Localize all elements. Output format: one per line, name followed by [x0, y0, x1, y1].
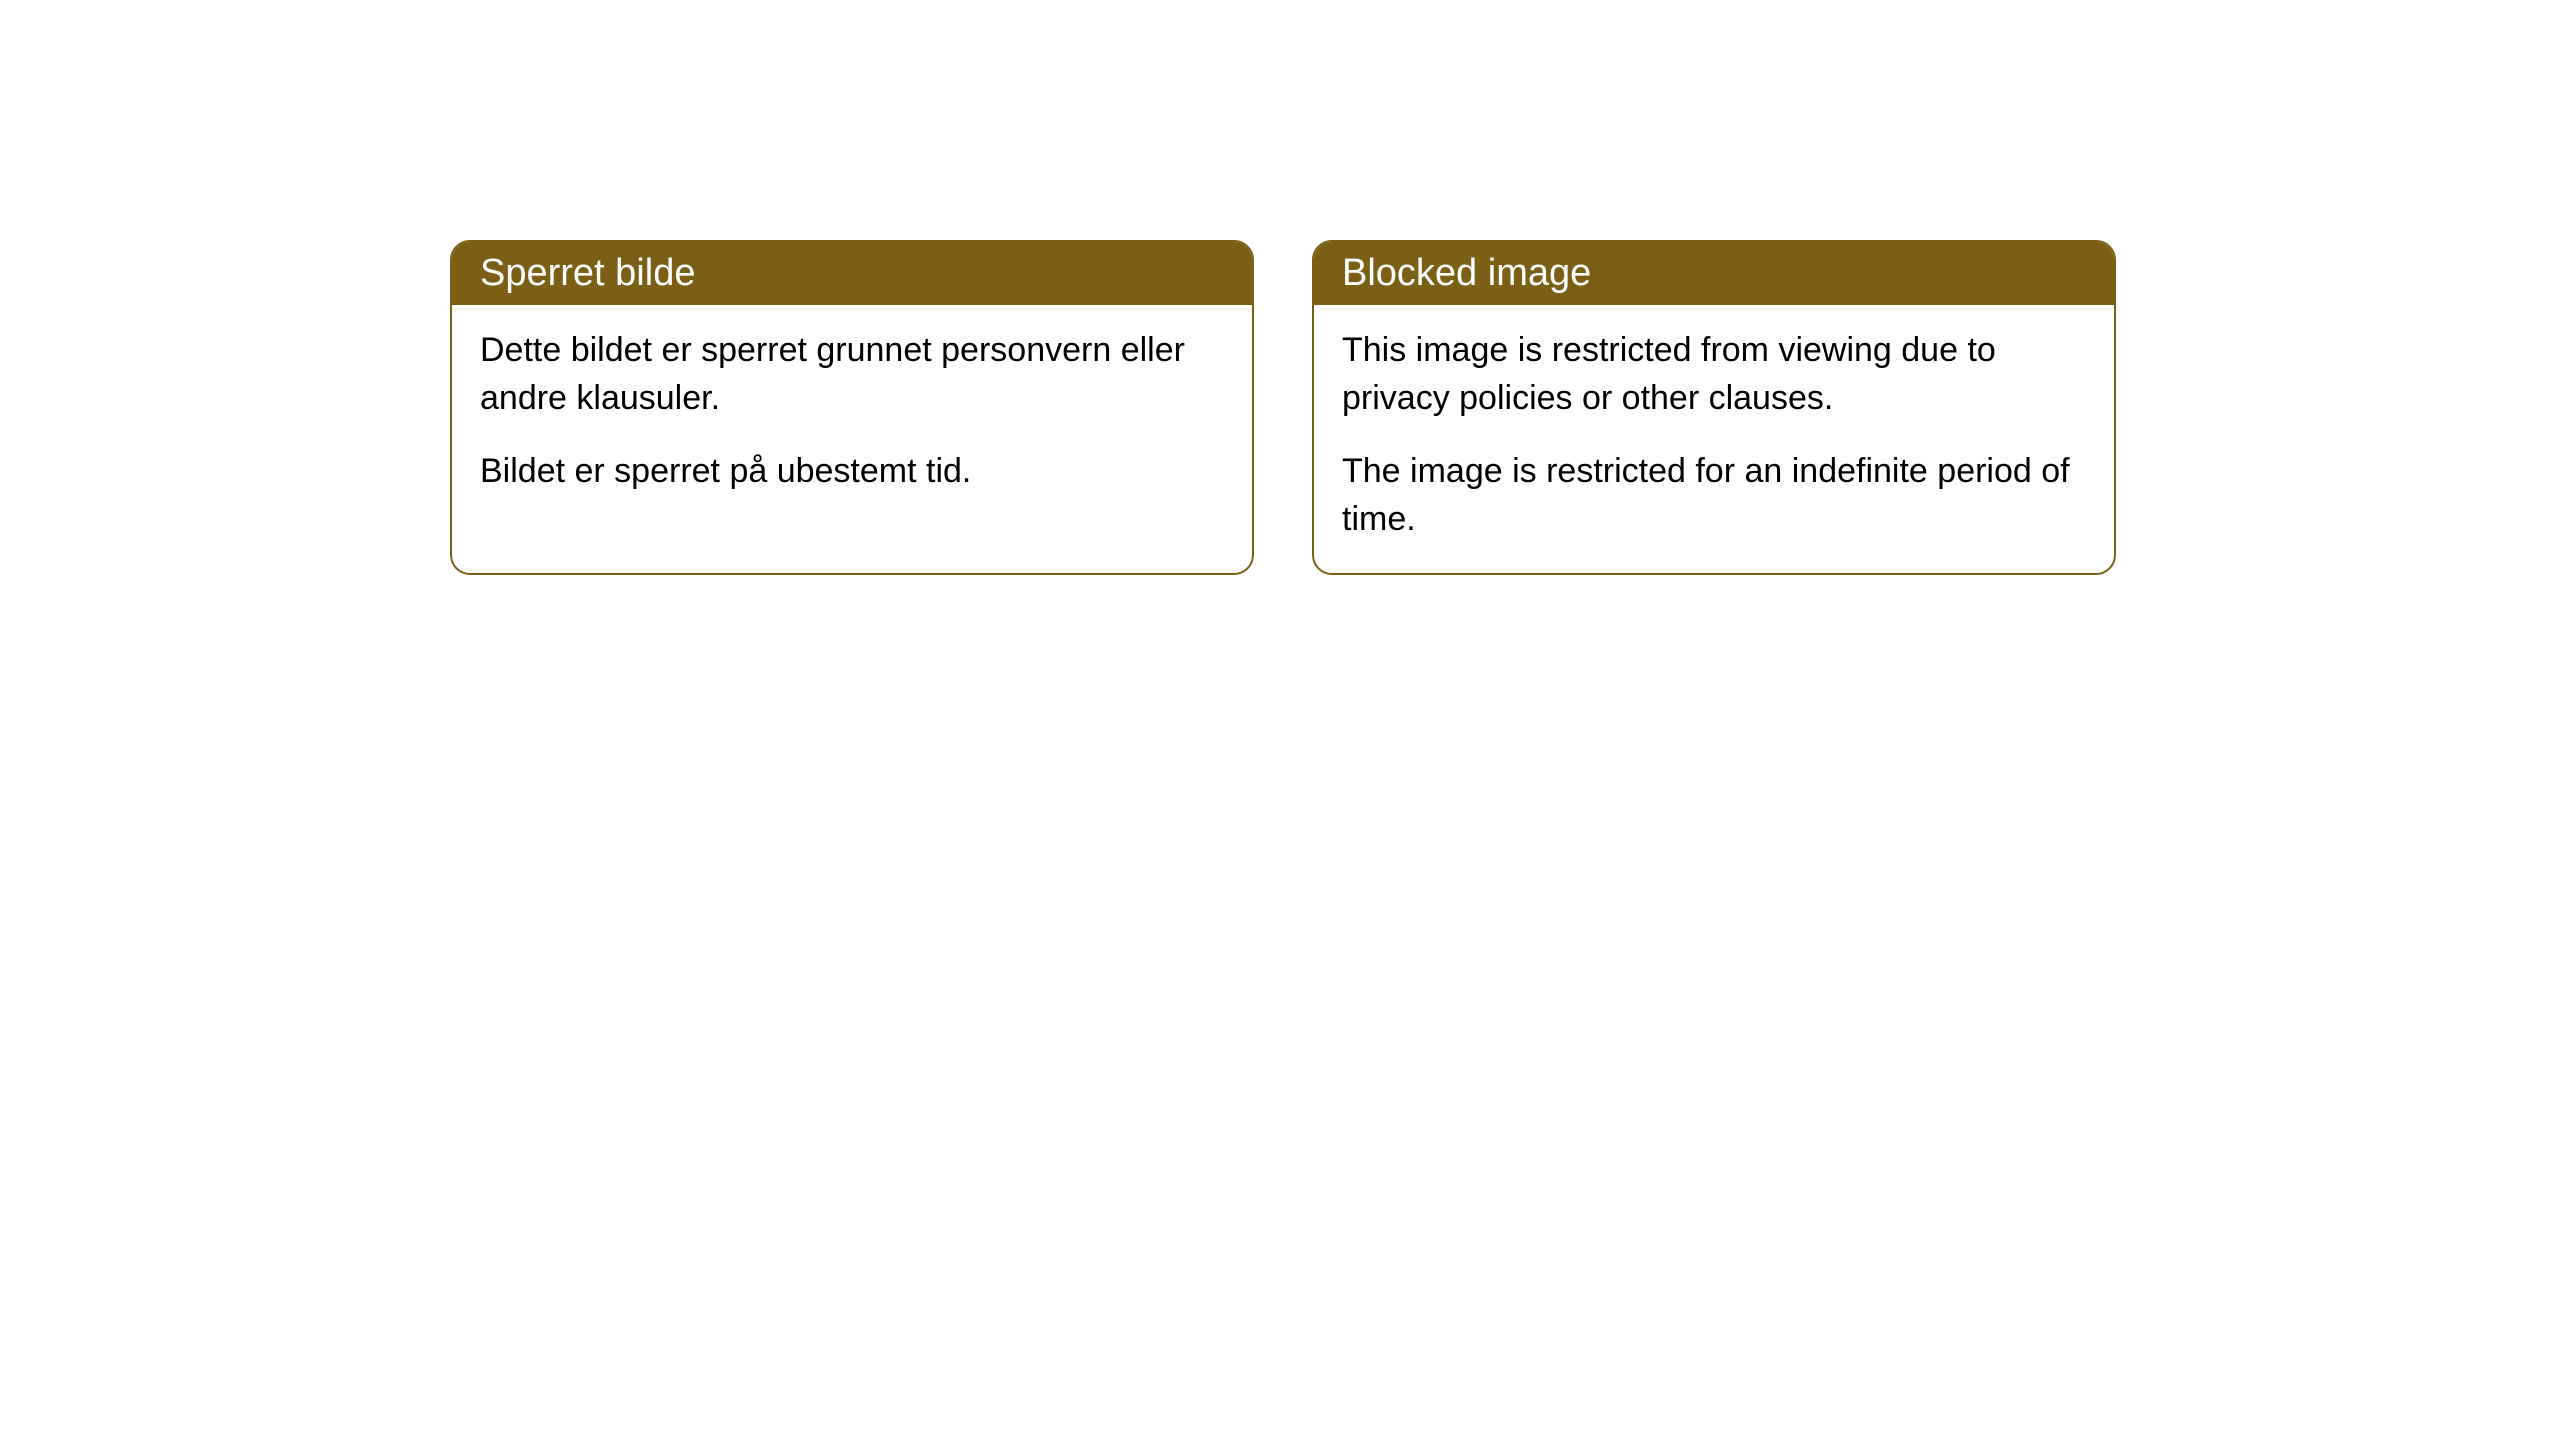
notice-card-norwegian: Sperret bilde Dette bildet er sperret gr…	[450, 240, 1254, 575]
notice-paragraph: Dette bildet er sperret grunnet personve…	[480, 327, 1224, 422]
notice-paragraph: This image is restricted from viewing du…	[1342, 327, 2086, 422]
notice-paragraph: Bildet er sperret på ubestemt tid.	[480, 448, 1224, 496]
notice-header-norwegian: Sperret bilde	[452, 242, 1252, 305]
notice-card-english: Blocked image This image is restricted f…	[1312, 240, 2116, 575]
notice-body-norwegian: Dette bildet er sperret grunnet personve…	[452, 305, 1252, 526]
notice-body-english: This image is restricted from viewing du…	[1314, 305, 2114, 573]
notice-container: Sperret bilde Dette bildet er sperret gr…	[450, 240, 2116, 575]
notice-header-english: Blocked image	[1314, 242, 2114, 305]
notice-paragraph: The image is restricted for an indefinit…	[1342, 448, 2086, 543]
